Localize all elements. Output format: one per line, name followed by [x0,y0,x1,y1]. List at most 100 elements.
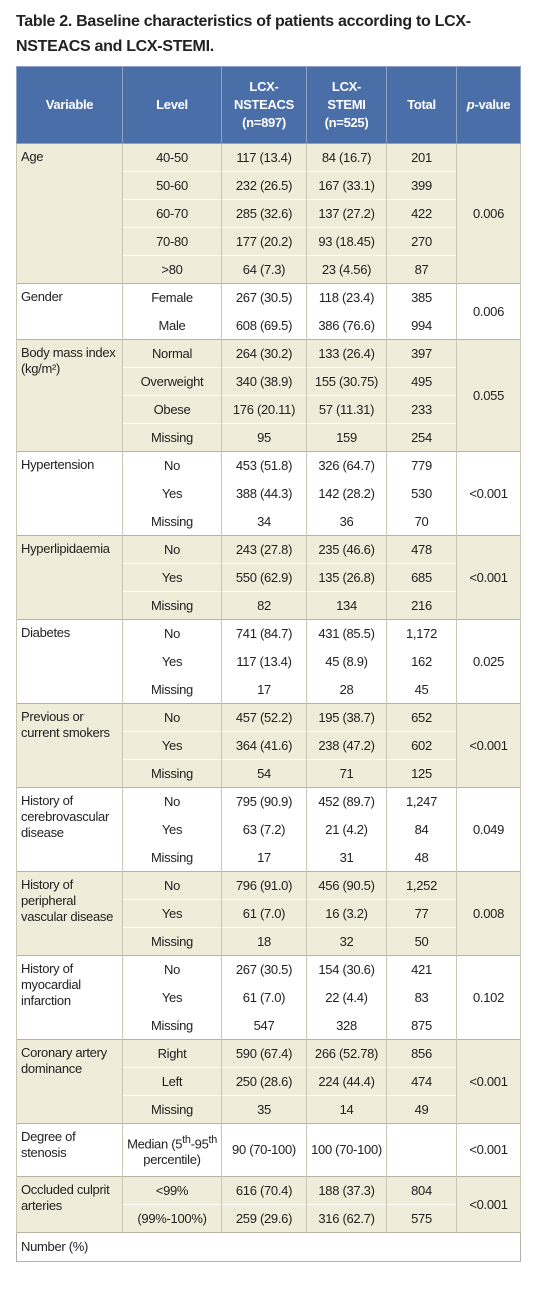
value-cell: 530 [386,479,457,508]
value-cell: 61 (7.0) [221,899,307,928]
value-cell: 35 [221,1095,307,1124]
value-cell: 93 (18.45) [306,227,387,256]
value-cell: 17 [221,675,307,704]
characteristics-table: Variable Level LCX-NSTEACS (n=897) LCX-STEM… [16,66,521,1262]
value-cell: 84 [386,815,457,844]
value-cell: 1,252 [386,871,457,900]
table-body: Age 40-50 117 (13.4) 84 (16.7) 201 0.006 50-60… [16,143,521,1262]
level-cell: >80 [122,255,222,284]
variable-cell: Body mass index (kg/m²) [16,339,123,452]
value-cell: 176 (20.11) [221,395,307,424]
table-row: 70-80 177 (20.2) 93 (18.45) 270 [17,227,521,256]
table-row: Yes 63 (7.2) 21 (4.2) 84 [17,815,521,844]
level-cell: Yes [122,899,222,928]
p-value-cell: 0.102 [456,955,521,1040]
value-cell: 216 [386,591,457,620]
table-row: Missing 17 28 45 [17,675,521,704]
level-cell: Missing [122,423,222,452]
value-cell: 195 (38.7) [306,703,387,732]
value-cell: 478 [386,535,457,564]
level-part: percentile) [143,1152,201,1168]
value-cell: 602 [386,731,457,760]
table-row: Missing 34 36 70 [17,507,521,536]
value-cell: 100 (70-100) [306,1123,387,1177]
value-cell: 64 (7.3) [221,255,307,284]
level-cell: Missing [122,1095,222,1124]
value-cell: 875 [386,1011,457,1040]
value-cell: 50 [386,927,457,956]
p-value-cell: <0.001 [456,535,521,620]
value-cell: 795 (90.9) [221,787,307,816]
value-cell: 575 [386,1204,457,1233]
level-cell: No [122,703,222,732]
value-cell: 134 [306,591,387,620]
value-cell: 994 [386,311,457,340]
p-value-cell: <0.001 [456,1176,521,1233]
header-part: p [466,97,475,112]
table-row: Missing 18 32 50 [17,927,521,956]
p-value-cell: <0.001 [456,1123,521,1177]
level-cell: Missing [122,1011,222,1040]
value-cell: 77 [386,899,457,928]
value-cell: 590 (67.4) [221,1039,307,1068]
value-cell: 63 (7.2) [221,815,307,844]
value-cell: 495 [386,367,457,396]
table-row: Age 40-50 117 (13.4) 84 (16.7) 201 0.006 [16,143,521,284]
table-row: Missing 547 328 875 [17,1011,521,1040]
table-row: Yes 550 (62.9) 135 (26.8) 685 [17,563,521,592]
value-cell: 457 (52.2) [221,703,307,732]
value-cell: 456 (90.5) [306,871,387,900]
table-row: Coronary artery dominance Right 590 (67.4)… [16,1039,521,1124]
header-cell: Total [386,66,457,144]
value-cell: 162 [386,647,457,676]
value-cell: 36 [306,507,387,536]
value-cell: 285 (32.6) [221,199,307,228]
level-cell: Yes [122,983,222,1012]
value-cell: 796 (91.0) [221,871,307,900]
level-cell: Missing [122,927,222,956]
value-cell: 82 [221,591,307,620]
value-cell: 399 [386,171,457,200]
header-row: Variable Level LCX-NSTEACS (n=897) LCX-STEM… [16,66,521,144]
level-cell: Yes [122,479,222,508]
value-cell: 87 [386,255,457,284]
table-row: Male 608 (69.5) 386 (76.6) 994 [17,311,521,340]
table-row: Missing 82 134 216 [17,591,521,620]
value-cell: 388 (44.3) [221,479,307,508]
value-cell: 224 (44.4) [306,1067,387,1096]
value-cell: 779 [386,451,457,480]
value-cell: 133 (26.4) [306,339,387,368]
level-cell: Male [122,311,222,340]
level-cell: No [122,787,222,816]
table-row: Missing 35 14 49 [17,1095,521,1124]
value-cell: 264 (30.2) [221,339,307,368]
table-row: Missing 95 159 254 [17,423,521,452]
header-part: -value [474,97,511,112]
value-cell: 453 (51.8) [221,451,307,480]
p-value-cell: 0.008 [456,871,521,956]
value-cell: 142 (28.2) [306,479,387,508]
table-row: Yes 364 (41.6) 238 (47.2) 602 [17,731,521,760]
value-cell: 22 (4.4) [306,983,387,1012]
value-cell: 32 [306,927,387,956]
level-cell: No [122,955,222,984]
value-cell: 95 [221,423,307,452]
p-value-cell: <0.001 [456,703,521,788]
value-cell: 135 (26.8) [306,563,387,592]
variable-cell: Diabetes [16,619,123,704]
value-cell: 233 [386,395,457,424]
value-cell: 856 [386,1039,457,1068]
level-cell: Yes [122,731,222,760]
value-cell: 71 [306,759,387,788]
value-cell: 54 [221,759,307,788]
level-cell: Yes [122,647,222,676]
value-cell: 326 (64.7) [306,451,387,480]
value-cell: 616 (70.4) [221,1176,307,1205]
value-cell: 17 [221,843,307,872]
variable-cell: Gender [16,283,123,340]
value-cell: 45 (8.9) [306,647,387,676]
level-cell: 40-50 [122,143,222,172]
value-cell: 31 [306,843,387,872]
value-cell: 232 (26.5) [221,171,307,200]
value-cell: 125 [386,759,457,788]
